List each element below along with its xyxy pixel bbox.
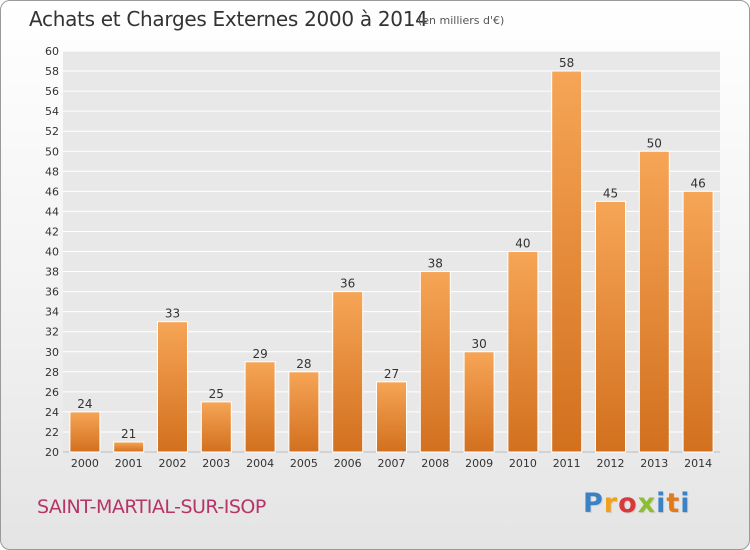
data-label: 46 [690,176,705,190]
y-tick-label: 56 [45,85,59,98]
logo-letter: t [666,488,681,519]
data-labels: 24 21 33 25 29 28 36 27 38 30 40 58 45 50 46 [77,56,705,441]
x-tick-label: 2011 [553,457,581,470]
x-tick-label: 2003 [202,457,230,470]
data-label: 24 [77,397,92,411]
chart-title: Achats et Charges Externes 2000 à 2014 [29,7,428,31]
x-tick-label: 2009 [465,457,493,470]
bar [113,441,145,453]
y-tick-label: 42 [45,225,59,238]
y-tick-label: 36 [45,286,59,299]
logo-letter: P [583,488,604,519]
x-tick-label: 2008 [421,457,449,470]
x-tick-label: 2012 [597,457,625,470]
logo-letter: i [680,488,691,519]
y-tick-label: 60 [45,45,59,58]
y-tick-label: 52 [45,125,59,138]
data-label: 45 [603,186,618,200]
data-label: 29 [252,347,267,361]
bar [595,200,626,453]
bar [69,411,101,453]
y-tick-label: 24 [45,406,59,419]
bar [244,361,276,453]
data-label: 38 [428,257,443,271]
y-tick-label: 44 [45,205,59,218]
y-tick-label: 58 [45,65,59,78]
y-tick-label: 20 [45,446,59,459]
x-tick-label: 2006 [334,457,362,470]
bar [463,351,495,453]
y-tick-label: 48 [45,165,59,178]
bar [157,321,188,453]
y-tick-label: 26 [45,386,59,399]
logo-letter: r [603,488,619,519]
data-label: 40 [515,237,530,251]
y-tick-label: 28 [45,366,59,379]
chart-subtitle: (en milliers d'€) [418,14,505,27]
data-label: 50 [647,136,662,150]
x-tick-label: 2007 [378,457,406,470]
y-tick-label: 32 [45,326,59,339]
logo-letter: o [618,488,638,519]
logo-letter: i [656,488,667,519]
bar [288,371,320,453]
bar [551,70,583,453]
data-label: 27 [384,367,399,381]
x-tick-label: 2002 [159,457,187,470]
data-label: 28 [296,357,311,371]
y-tick-label: 46 [45,185,59,198]
y-tick-label: 54 [45,105,59,118]
bar [507,251,539,453]
bar [332,291,364,453]
bar [682,190,714,453]
logo-letter: x [637,488,657,519]
data-label: 58 [559,56,574,70]
x-tick-label: 2013 [640,457,668,470]
data-label: 25 [209,387,224,401]
data-label: 33 [165,307,180,321]
x-tick-label: 2001 [115,457,143,470]
x-axis-ticks: 2000 2001 2002 2003 2004 2005 2006 2007 2008 2009… [71,457,712,470]
proxiti-logo[interactable]: Proxiti [583,488,691,519]
y-tick-label: 50 [45,145,59,158]
bar [638,150,670,453]
data-label: 21 [121,427,136,441]
x-tick-label: 2005 [290,457,318,470]
y-tick-label: 30 [45,346,59,359]
commune-name: SAINT-MARTIAL-SUR-ISOP [37,496,266,518]
x-tick-label: 2000 [71,457,99,470]
x-tick-label: 2010 [509,457,537,470]
x-tick-label: 2004 [246,457,274,470]
y-tick-label: 34 [45,306,59,319]
bar [376,381,407,453]
x-tick-label: 2014 [684,457,712,470]
y-tick-label: 40 [45,246,59,259]
y-tick-label: 38 [45,266,59,279]
bar [419,271,451,453]
bar [200,401,232,453]
bars [69,70,714,453]
y-tick-label: 22 [45,426,59,439]
y-axis-ticks: 20 22 24 26 28 30 32 34 36 38 40 42 44 46 48 50 52 54 56 58… [45,45,59,459]
data-label: 36 [340,277,355,291]
data-label: 30 [471,337,486,351]
